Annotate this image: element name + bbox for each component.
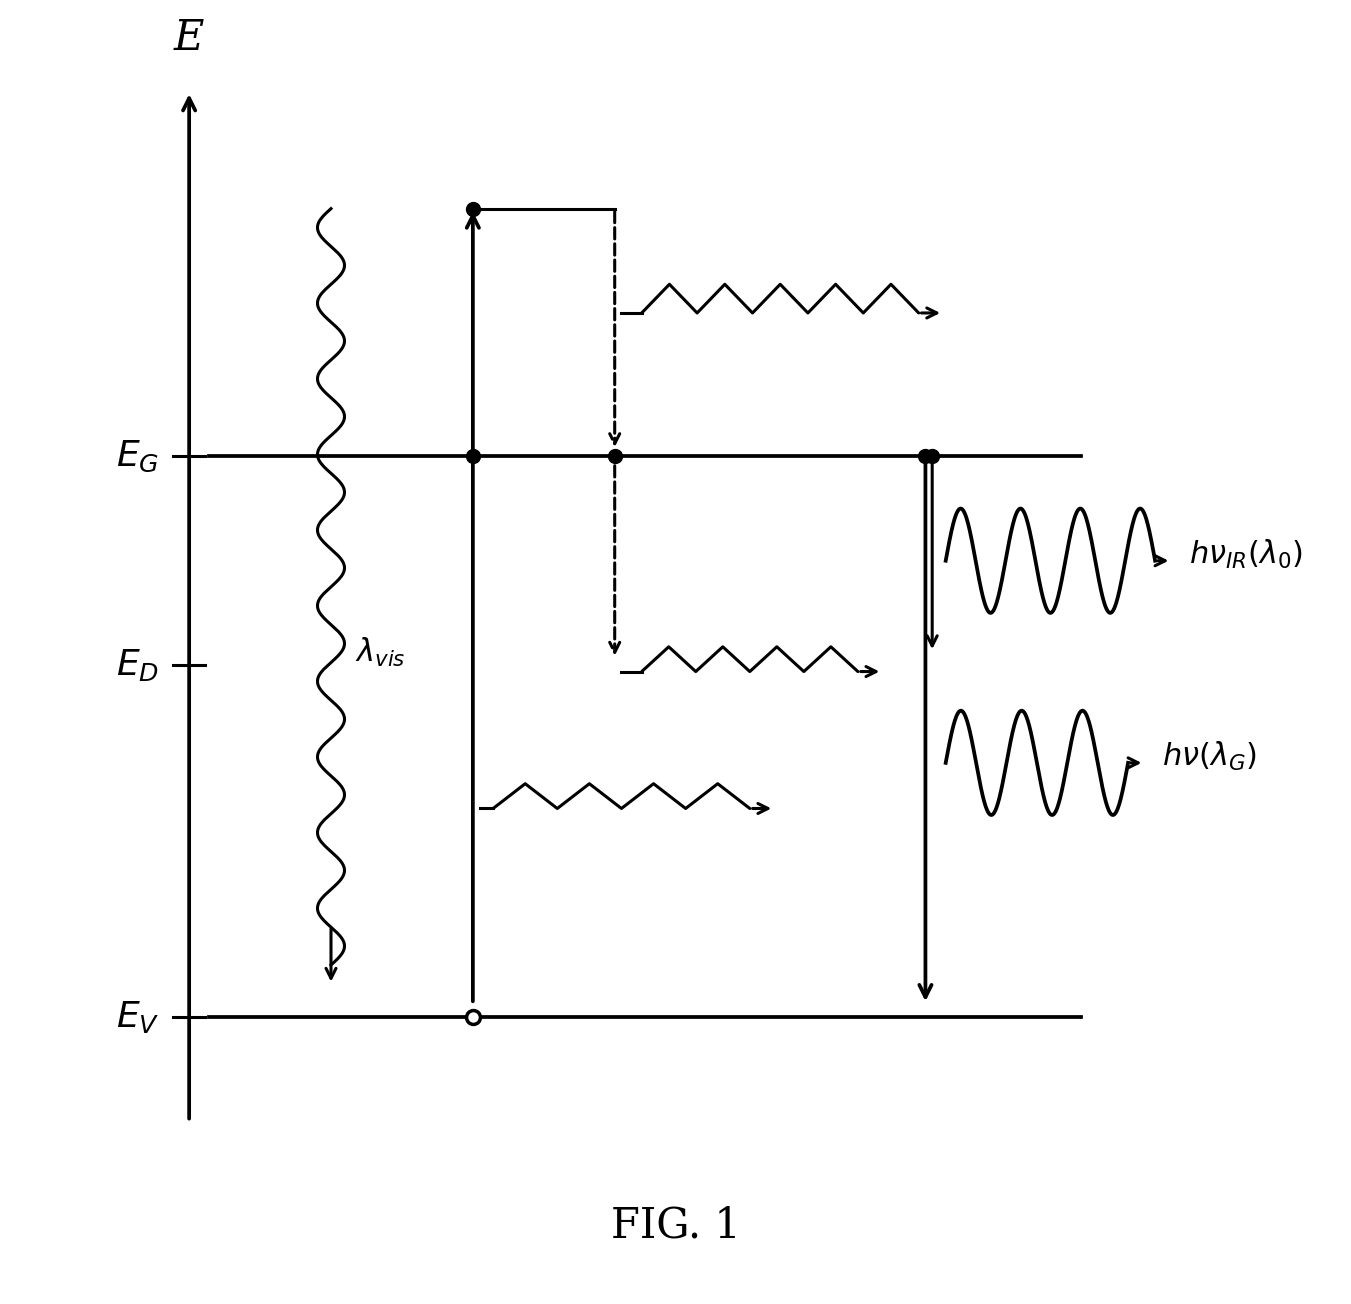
Text: $\lambda_{vis}$: $\lambda_{vis}$ bbox=[355, 635, 405, 669]
Text: E: E bbox=[174, 17, 204, 59]
Text: FIG. 1: FIG. 1 bbox=[611, 1205, 740, 1247]
Text: $E_D$: $E_D$ bbox=[116, 647, 159, 683]
Text: $E_G$: $E_G$ bbox=[116, 438, 159, 475]
Text: $E_V$: $E_V$ bbox=[116, 999, 159, 1035]
Text: $h\nu_{IR}(\lambda_0)$: $h\nu_{IR}(\lambda_0)$ bbox=[1189, 537, 1302, 571]
Text: $h\nu(\lambda_G)$: $h\nu(\lambda_G)$ bbox=[1162, 739, 1256, 773]
